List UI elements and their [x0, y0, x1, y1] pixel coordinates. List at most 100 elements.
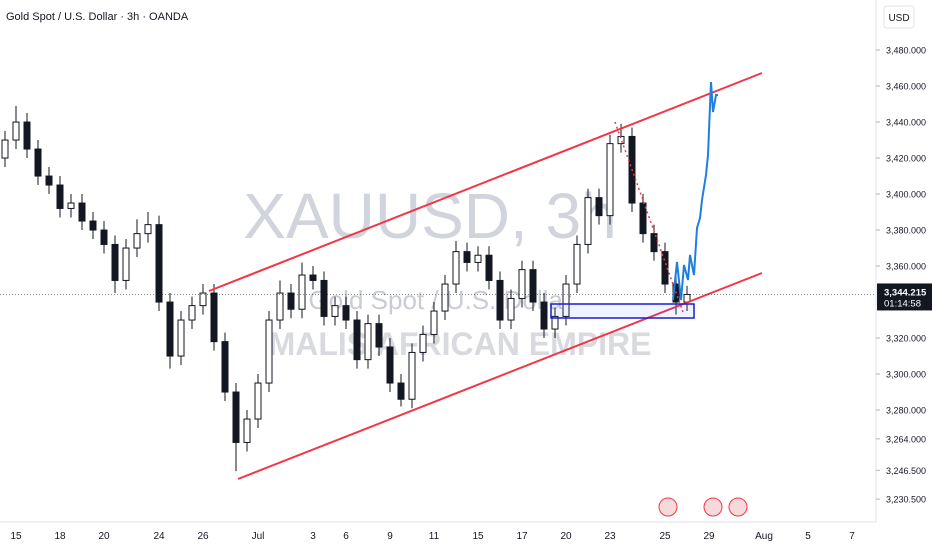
- y-tick-label: 3,460.000: [886, 82, 926, 92]
- candle-body: [67, 202, 75, 209]
- candle-body: [419, 333, 427, 353]
- candle-body: [320, 279, 328, 317]
- candle-body: [111, 243, 119, 281]
- candle-body: [562, 283, 570, 317]
- plot-area: [1, 105, 691, 472]
- candle-body: [342, 305, 350, 321]
- x-tick-label: 9: [387, 531, 393, 542]
- candle-body: [221, 341, 229, 393]
- x-tick-label: 15: [472, 531, 484, 542]
- candle-body: [397, 382, 405, 400]
- x-tick-label: 26: [197, 531, 209, 542]
- x-tick-label: 5: [805, 531, 811, 542]
- last-price-label: 3,344.215: [884, 287, 927, 298]
- candle-body: [540, 301, 548, 330]
- x-tick-label: 23: [604, 531, 616, 542]
- event-flag: [703, 497, 723, 517]
- candle-body: [408, 351, 416, 400]
- x-tick-label: 11: [429, 531, 440, 542]
- candle-body: [386, 346, 394, 384]
- candle-body: [100, 229, 108, 245]
- currency-box: [883, 5, 915, 29]
- candle-body: [265, 319, 273, 384]
- candle-body: [210, 292, 218, 343]
- y-tick-label: 3,360.000: [886, 262, 926, 272]
- watermark-subtitle: Gold Spot / U.S. Dollar: [309, 285, 572, 315]
- candle-body: [309, 274, 317, 281]
- candle-body: [276, 292, 284, 321]
- candle-body: [177, 319, 185, 357]
- candle-body: [485, 254, 493, 281]
- candle-body: [188, 305, 196, 321]
- candle-body: [639, 202, 647, 235]
- candle-body: [45, 175, 53, 186]
- candle-body: [12, 121, 20, 141]
- candle-body: [661, 251, 669, 285]
- candle-body: [474, 254, 482, 263]
- y-tick-label: 3,280.000: [886, 406, 926, 416]
- candle-body: [375, 323, 383, 348]
- candle-body: [254, 382, 262, 420]
- candle-body: [617, 135, 625, 145]
- watermark-brand: MALIS AFRICAN EMPIRE: [269, 326, 652, 362]
- candle-body: [573, 243, 581, 285]
- x-tick-label: 15: [10, 531, 22, 542]
- candle-body: [78, 202, 86, 222]
- x-tick-label: 25: [659, 531, 671, 542]
- y-tick-label: 3,380.000: [886, 226, 926, 236]
- y-tick-label: 3,230.500: [886, 495, 926, 505]
- candle-body: [595, 197, 603, 217]
- candle-body: [298, 274, 306, 310]
- x-tick-label: 7: [849, 531, 855, 542]
- candle-body: [518, 269, 526, 299]
- x-tick-label: 20: [98, 531, 110, 542]
- last-price-box: [877, 283, 932, 311]
- drawings: [208, 72, 763, 480]
- candle-body: [155, 224, 163, 303]
- projection-path: [672, 81, 718, 301]
- currency-label: USD: [888, 13, 909, 24]
- y-tick-label: 3,300.000: [886, 370, 926, 380]
- candle-body: [1, 139, 9, 159]
- candle-body: [606, 143, 614, 217]
- y-tick-label: 3,246.500: [886, 466, 926, 476]
- x-tick-label: 29: [703, 531, 715, 542]
- candle-body: [529, 269, 537, 303]
- x-tick-label: 24: [153, 531, 165, 542]
- channel-upper: [208, 72, 763, 292]
- candle-body: [232, 391, 240, 443]
- channel-lower: [237, 272, 763, 480]
- x-tick-label: Aug: [755, 531, 773, 542]
- candle-body: [34, 148, 42, 177]
- y-tick-label: 3,480.000: [886, 46, 926, 56]
- x-tick-label: 18: [54, 531, 66, 542]
- x-tick-label: 3: [310, 531, 316, 542]
- candle-body: [287, 292, 295, 310]
- candle-body: [441, 283, 449, 312]
- x-tick-label: 6: [343, 531, 349, 542]
- y-tick-label: 3,440.000: [886, 118, 926, 128]
- candle-body: [23, 121, 31, 150]
- candle-body: [353, 319, 361, 361]
- demand-zone: [550, 303, 695, 319]
- candle-body: [89, 220, 97, 231]
- watermark-symbol: XAUUSD, 3h: [243, 180, 616, 252]
- candle-body: [199, 292, 207, 307]
- candle-body: [364, 323, 372, 361]
- candle-body: [463, 251, 471, 263]
- countdown-label: 01:14:58: [884, 298, 921, 309]
- event-flag: [728, 497, 748, 517]
- x-tick-label: 17: [516, 531, 528, 542]
- candle-body: [496, 279, 504, 321]
- x-tick-label: 20: [560, 531, 572, 542]
- candle-body: [133, 233, 141, 249]
- candle-body: [122, 247, 130, 281]
- y-tick-label: 3,420.000: [886, 154, 926, 164]
- candle-body: [243, 418, 251, 443]
- candle-body: [452, 251, 460, 285]
- y-tick-label: 3,400.000: [886, 190, 926, 200]
- candle-body: [56, 184, 64, 209]
- candle-body: [650, 233, 658, 253]
